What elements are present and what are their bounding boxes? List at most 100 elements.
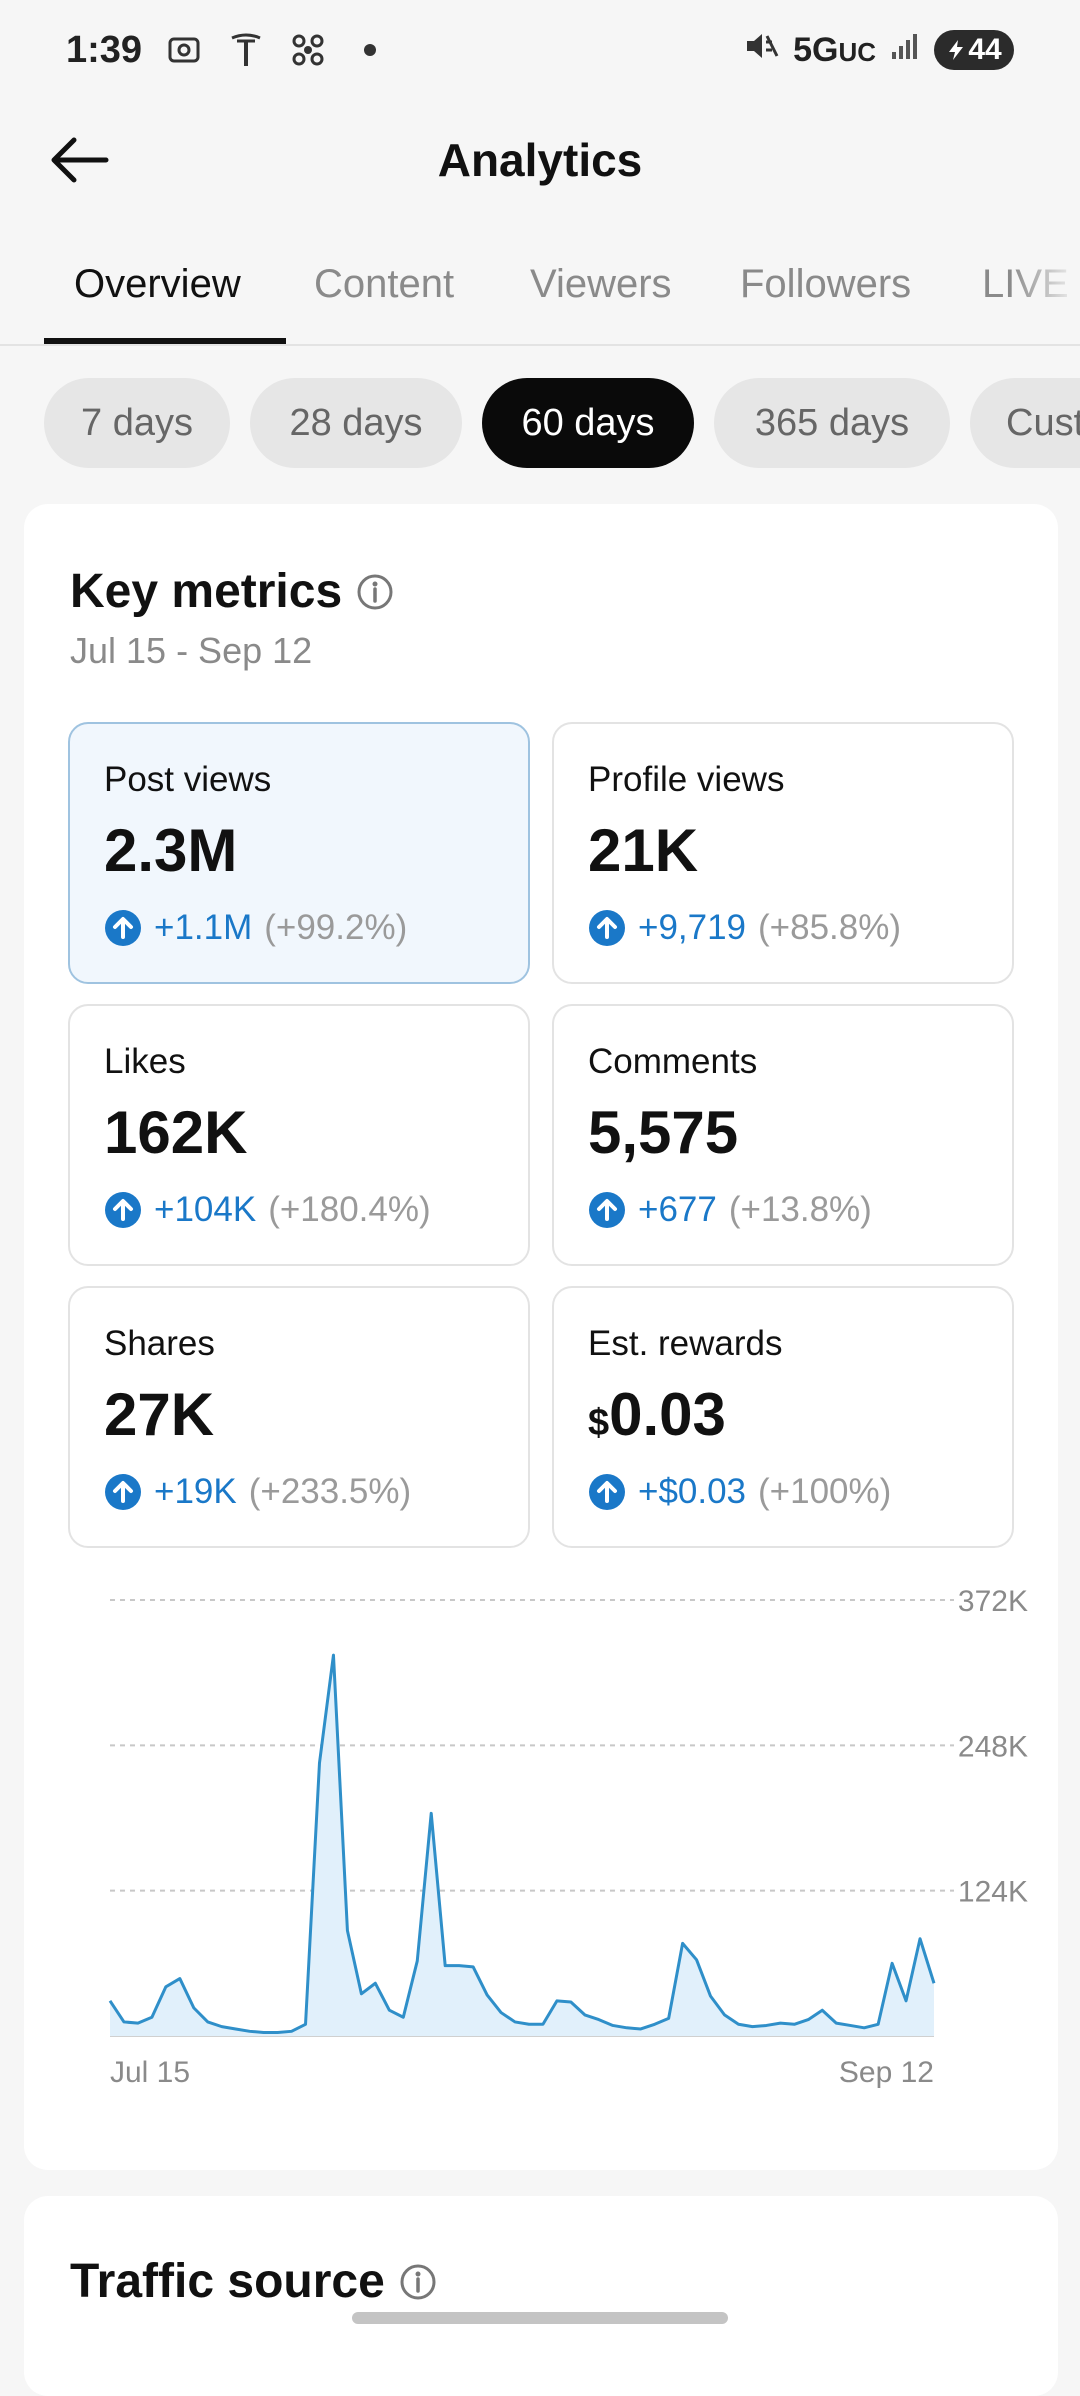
- traffic-source-title: Traffic source: [70, 2255, 385, 2308]
- tesla-icon: [226, 30, 266, 70]
- y-tick-label: 248K: [958, 1730, 1028, 1763]
- data-point: [653, 2023, 656, 2026]
- battery-indicator: 44: [934, 30, 1014, 70]
- traffic-source-heading: Traffic source: [70, 2254, 437, 2309]
- data-point: [122, 2020, 125, 2023]
- notification-dot-icon: [350, 30, 390, 70]
- data-point: [444, 1964, 447, 1967]
- data-point: [933, 1982, 936, 1985]
- chip-custom[interactable]: Custom: [970, 378, 1080, 468]
- metric-change: +$0.03 (+100%): [588, 1472, 891, 1512]
- data-point: [374, 1982, 377, 1985]
- key-metrics-date-range: Jul 15 - Sep 12: [70, 630, 313, 671]
- data-point: [304, 2023, 307, 2026]
- metric-shares[interactable]: Shares 27K +19K (+233.5%): [68, 1286, 530, 1548]
- metric-likes[interactable]: Likes 162K +104K (+180.4%): [68, 1004, 530, 1266]
- data-point: [318, 1761, 321, 1764]
- info-icon[interactable]: [399, 2263, 437, 2301]
- data-point: [541, 2023, 544, 2026]
- metric-change: +677 (+13.8%): [588, 1190, 872, 1230]
- data-point: [346, 1929, 349, 1932]
- data-point: [234, 2027, 237, 2030]
- data-point: [807, 2018, 810, 2021]
- data-point: [206, 2020, 209, 2023]
- data-point: [667, 2017, 670, 2020]
- data-point: [416, 1959, 419, 1962]
- data-point: [109, 1999, 112, 2002]
- metric-value: $0.03: [588, 1381, 726, 1448]
- metric-label: Profile views: [588, 760, 785, 799]
- metric-value: 27K: [104, 1381, 215, 1448]
- key-metrics-title: Key metrics: [70, 565, 343, 618]
- metric-change: +104K (+180.4%): [104, 1190, 431, 1230]
- info-icon[interactable]: [356, 573, 394, 611]
- data-point: [835, 2022, 838, 2025]
- tab-content[interactable]: Content: [314, 262, 455, 306]
- metric-change: +1.1M (+99.2%): [104, 908, 407, 948]
- data-point: [136, 2022, 139, 2025]
- data-point: [500, 2011, 503, 2014]
- data-point: [919, 1937, 922, 1940]
- data-point: [276, 2031, 279, 2034]
- tab-viewers[interactable]: Viewers: [530, 262, 672, 306]
- data-point: [388, 2009, 391, 2012]
- data-point: [709, 1995, 712, 1998]
- metric-label: Post views: [104, 760, 272, 799]
- data-point: [849, 2024, 852, 2027]
- data-point: [569, 2001, 572, 2004]
- data-point: [597, 2018, 600, 2021]
- chip-60-days[interactable]: 60 days: [482, 378, 694, 468]
- chip-7-days[interactable]: 7 days: [44, 378, 230, 468]
- home-indicator[interactable]: [352, 2312, 728, 2324]
- app-header: Analytics: [0, 100, 1080, 220]
- data-point: [695, 1958, 698, 1961]
- metric-label: Est. rewards: [588, 1324, 783, 1363]
- traffic-source-card: Traffic source: [24, 2196, 1058, 2396]
- mute-icon: [743, 28, 779, 73]
- network-type: 5GUC: [793, 30, 876, 69]
- data-point: [611, 2024, 614, 2027]
- data-point: [458, 1964, 461, 1967]
- signal-icon: [890, 31, 920, 70]
- arrow-up-circle-icon: [589, 1474, 625, 1510]
- status-time: 1:39: [66, 28, 143, 71]
- post-views-chart[interactable]: 124K 248K 372K Jul 15 Sep 12: [84, 1584, 1034, 2104]
- metric-change: +19K (+233.5%): [104, 1472, 411, 1512]
- arrow-up-circle-icon: [105, 910, 141, 946]
- metric-post-views[interactable]: Post views 2.3M +1.1M (+99.2%): [68, 722, 530, 984]
- tab-overview[interactable]: Overview: [74, 262, 241, 306]
- metric-label: Shares: [104, 1324, 215, 1363]
- fan-icon: [288, 30, 328, 70]
- data-point: [402, 2016, 405, 2019]
- chip-365-days[interactable]: 365 days: [714, 378, 950, 468]
- data-point: [765, 2024, 768, 2027]
- data-point: [220, 2025, 223, 2028]
- data-point: [737, 2023, 740, 2026]
- x-tick-label-start: Jul 15: [110, 2056, 190, 2089]
- arrow-up-circle-icon: [105, 1192, 141, 1228]
- data-point: [332, 1654, 335, 1657]
- metric-value: 21K: [588, 817, 699, 884]
- series-area: [110, 1655, 934, 2036]
- series-line: [108, 1653, 936, 2034]
- data-point: [583, 2013, 586, 2016]
- chip-28-days[interactable]: 28 days: [250, 378, 462, 468]
- active-tab-indicator: [44, 338, 286, 344]
- arrow-up-circle-icon: [105, 1474, 141, 1510]
- back-button[interactable]: [44, 128, 114, 192]
- y-tick-label: 124K: [958, 1876, 1028, 1909]
- data-point: [430, 1812, 433, 1815]
- x-tick-label-end: Sep 12: [839, 2056, 934, 2089]
- metric-value: 2.3M: [104, 817, 238, 884]
- data-point: [891, 1962, 894, 1965]
- key-metrics-card: Key metrics Jul 15 - Sep 12 Post views 2…: [24, 504, 1058, 2170]
- data-point: [514, 2020, 517, 2023]
- status-bar: 1:39 5GUC 44: [0, 0, 1080, 100]
- metric-comments[interactable]: Comments 5,575 +677 (+13.8%): [552, 1004, 1014, 1266]
- data-point: [290, 2030, 293, 2033]
- data-point: [639, 2027, 642, 2030]
- tab-followers[interactable]: Followers: [740, 262, 912, 306]
- metric-est-rewards[interactable]: Est. rewards $0.03 +$0.03 (+100%): [552, 1286, 1014, 1548]
- tab-bar: Overview Content Viewers Followers LIVE: [0, 250, 1080, 346]
- metric-profile-views[interactable]: Profile views 21K +9,719 (+85.8%): [552, 722, 1014, 984]
